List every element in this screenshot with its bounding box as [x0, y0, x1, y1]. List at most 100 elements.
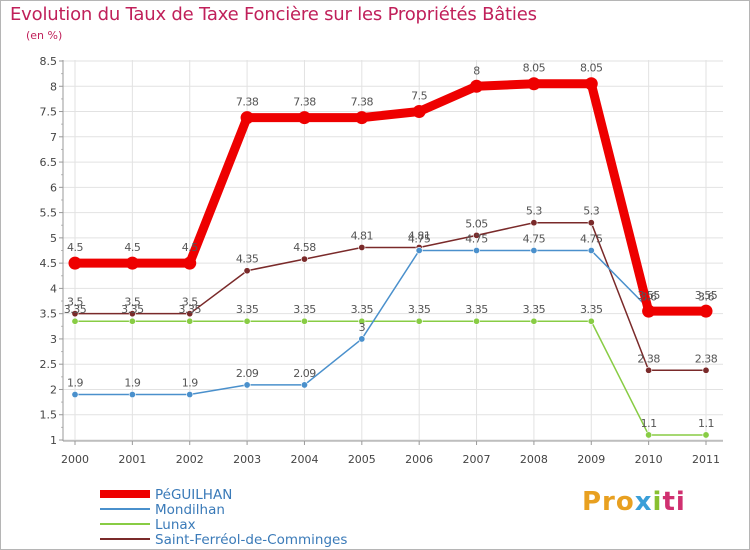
y-tick-label: 8.5 [40, 55, 58, 68]
y-tick-label: 6.5 [40, 156, 58, 169]
data-label: 3.35 [178, 303, 201, 316]
data-label: 8.05 [523, 62, 546, 75]
data-label: 2.38 [695, 352, 718, 365]
data-label: 3.35 [64, 303, 87, 316]
data-point [300, 255, 308, 263]
data-label: 3.6 [698, 291, 714, 304]
data-label: 3.55 [695, 289, 718, 302]
data-point [527, 77, 541, 91]
data-point [243, 381, 251, 389]
data-label: 3.35 [121, 303, 144, 316]
legend-label: Mondilhan [155, 502, 225, 518]
y-tick-label: 6 [50, 181, 57, 194]
y-tick-label: 7 [50, 131, 57, 144]
data-label: 3.35 [236, 303, 259, 316]
data-point [702, 431, 710, 439]
data-point [128, 391, 136, 399]
data-label: 3.5 [182, 296, 198, 309]
data-point [300, 381, 308, 389]
x-tick-label: 2008 [520, 453, 548, 466]
data-point [125, 256, 139, 270]
data-label: 4.75 [580, 233, 603, 246]
data-label: 3.55 [637, 289, 660, 302]
data-label: 5.3 [526, 205, 542, 218]
y-tick-label: 4.5 [40, 257, 58, 270]
logo-part: x [634, 487, 653, 517]
y-tick-label: 2 [50, 383, 57, 396]
data-point [530, 219, 538, 227]
y-tick-label: 8 [50, 80, 57, 93]
data-label: 4.35 [236, 253, 259, 266]
series-line [74, 221, 707, 372]
data-label: 8 [473, 64, 480, 77]
data-point [473, 317, 481, 325]
data-point [128, 310, 136, 318]
data-label: 3.6 [641, 291, 657, 304]
x-tick-label: 2001 [118, 453, 146, 466]
chart-title: Evolution du Taux de Taxe Foncière sur l… [10, 4, 537, 25]
data-point [587, 247, 595, 255]
data-label: 4.75 [523, 233, 546, 246]
chart-subtitle: (en %) [26, 29, 63, 42]
data-label: 3.35 [523, 303, 546, 316]
series-line [70, 79, 711, 316]
data-label: 3.35 [351, 303, 374, 316]
data-label: 4.5 [182, 241, 198, 254]
y-tick-label: 1.5 [40, 409, 58, 422]
data-point [71, 317, 79, 325]
legend-label: Lunax [155, 517, 196, 533]
y-tick-label: 2.5 [40, 358, 58, 371]
data-label: 7.38 [236, 96, 259, 109]
data-point [699, 304, 713, 318]
data-label: 2.09 [293, 367, 316, 380]
data-point [645, 431, 653, 439]
data-label: 2.09 [236, 367, 259, 380]
data-point [355, 111, 369, 125]
data-point [642, 304, 656, 318]
data-point [183, 256, 197, 270]
data-label: 4.58 [293, 241, 316, 254]
x-tick-label: 2002 [176, 453, 204, 466]
data-point [186, 317, 194, 325]
x-tick-label: 2000 [61, 453, 89, 466]
data-label: 4.5 [124, 241, 140, 254]
data-label: 3.35 [408, 303, 431, 316]
data-point [300, 317, 308, 325]
data-point [243, 267, 251, 275]
data-label: 7.38 [351, 96, 374, 109]
data-label: 3.35 [465, 303, 488, 316]
data-label: 1.9 [182, 377, 198, 390]
data-point [530, 247, 538, 255]
data-label: 5.3 [583, 205, 599, 218]
x-tick-label: 2003 [233, 453, 261, 466]
data-point [186, 310, 194, 318]
x-tick-label: 2011 [692, 453, 720, 466]
data-label: 3.5 [124, 296, 140, 309]
data-label: 3.35 [580, 303, 603, 316]
data-label: 1.1 [698, 417, 714, 430]
data-label: 1.1 [641, 417, 657, 430]
data-label: 1.9 [124, 377, 140, 390]
data-point [71, 391, 79, 399]
data-point [587, 317, 595, 325]
data-label: 4.81 [351, 229, 374, 242]
data-label: 4.75 [408, 233, 431, 246]
data-label: 3.5 [67, 296, 83, 309]
data-point [358, 335, 366, 343]
data-label: 1.9 [67, 377, 83, 390]
data-label: 7.5 [411, 90, 427, 103]
data-point [415, 317, 423, 325]
y-tick-label: 7.5 [40, 106, 58, 119]
x-tick-label: 2009 [577, 453, 605, 466]
x-tick-label: 2010 [635, 453, 663, 466]
data-label: 4.75 [465, 233, 488, 246]
data-point [702, 366, 710, 374]
data-label: 7.38 [293, 96, 316, 109]
y-tick-label: 1 [50, 434, 57, 447]
series-line [74, 249, 707, 396]
data-label: 4.5 [67, 241, 83, 254]
x-tick-label: 2005 [348, 453, 376, 466]
data-point [297, 111, 311, 125]
